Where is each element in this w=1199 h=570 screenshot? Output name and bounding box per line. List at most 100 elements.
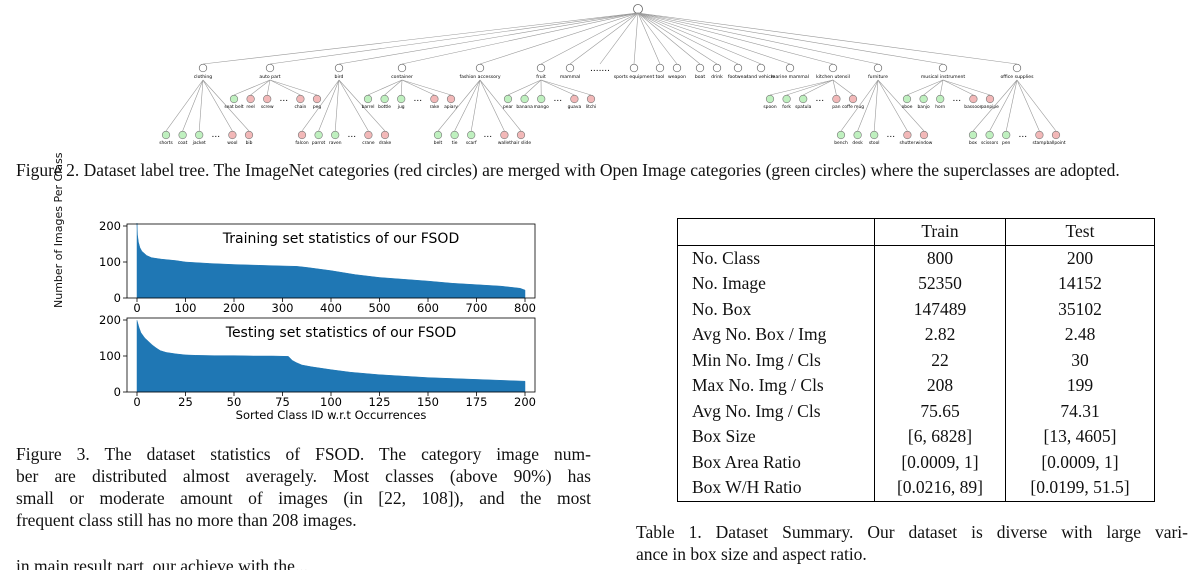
tree-leaf-label: falcon	[295, 140, 309, 146]
tree-parent-label: bird	[335, 74, 344, 80]
tree-leaf-label: chain	[294, 104, 306, 110]
tree-edge	[385, 80, 402, 95]
tree-leaf-label: spoon	[763, 105, 776, 110]
tree-leaf-label: banana	[516, 104, 533, 110]
tree-ellipsis: ...	[554, 94, 563, 104]
tree-parent-label: marine mammal	[771, 74, 809, 80]
tree-edge	[166, 80, 203, 131]
caption-line: Table 1. Dataset Summary. Our dataset is…	[636, 521, 1188, 543]
tree-leaf-label: bench	[834, 140, 848, 146]
tree-leaf-label: jug	[397, 104, 405, 110]
x-tick-label: 600	[417, 301, 439, 315]
x-tick-label: 200	[514, 395, 536, 409]
x-tick-label: 500	[369, 301, 391, 315]
caption-line: ber are distributed almost averagely. Mo…	[16, 465, 591, 487]
tree-leaf-node	[849, 95, 857, 103]
tree-leaf-node	[537, 95, 545, 103]
tree-edge	[638, 13, 1017, 64]
tree-edge	[943, 80, 990, 95]
x-axis-label: Sorted Class ID w.r.t Occurrences	[236, 408, 427, 422]
figure-2-caption: Figure 2. Dataset label tree. The ImageN…	[16, 159, 1188, 181]
x-tick-label: 50	[227, 395, 242, 409]
table-row: Box Area Ratio[0.0009, 1][0.0009, 1]	[678, 450, 1155, 476]
x-tick-label: 100	[175, 301, 197, 315]
tree-leaf-label: drake	[379, 140, 392, 146]
tree-leaf-label: hair slide	[511, 140, 531, 146]
tree-leaf-label: bib	[246, 140, 253, 146]
tree-parent-node	[696, 64, 704, 72]
tree-leaf-node	[230, 95, 238, 103]
tree-leaf-label: oboe	[902, 104, 913, 110]
tree-leaf-label: coffe mug	[842, 104, 864, 110]
tree-leaf-label: guava	[568, 105, 582, 110]
tree-leaf-label: rake	[430, 104, 440, 110]
figure-3-caption: Figure 3. The dataset statistics of FSOD…	[16, 443, 591, 531]
tree-leaf-label: spatula	[795, 104, 811, 110]
tree-parent-label: drink	[711, 74, 723, 80]
row-label: Box Area Ratio	[678, 450, 875, 476]
row-label: No. Image	[678, 271, 875, 297]
test-value: 30	[1006, 348, 1155, 374]
tree-leaf-label: shorts	[159, 140, 173, 146]
table-row: Box Size[6, 6828][13, 4605]	[678, 424, 1155, 450]
tree-parent-node	[874, 64, 882, 72]
tree-edge	[638, 13, 790, 64]
tree-leaf-label: jacket	[192, 140, 206, 146]
x-tick-label: 300	[272, 301, 294, 315]
tree-leaf-label: banjo	[918, 104, 930, 110]
tree-parent-label: clothing	[194, 74, 213, 80]
tree-parent-node	[630, 64, 638, 72]
tree-edge	[234, 80, 270, 95]
tree-ellipsis: ...	[816, 94, 825, 104]
tree-edge	[634, 13, 638, 64]
x-tick-label: 100	[320, 395, 342, 409]
tree-leaf-node	[903, 95, 911, 103]
tree-parent-node	[199, 64, 207, 72]
tree-ellipsis: ...	[484, 130, 493, 140]
tree-leaf-label: belt	[434, 140, 443, 146]
tree-parent-node	[335, 64, 343, 72]
tree-leaf-node	[501, 131, 509, 139]
train-value: [0.0216, 89]	[875, 475, 1006, 501]
tree-leaf-label: ballpoint	[1046, 140, 1065, 146]
caption-line: Figure 3. The dataset statistics of FSOD…	[16, 443, 591, 465]
tree-edge	[1017, 80, 1056, 131]
tree-edge	[270, 13, 638, 64]
tree-parent-label: weapon	[668, 75, 686, 80]
tree-edge	[638, 13, 700, 64]
tree-parent-node	[1013, 64, 1021, 72]
tree-leaf-node	[247, 95, 255, 103]
tree-leaf-node	[521, 95, 529, 103]
table-header-test: Test	[1006, 219, 1155, 246]
tree-parent-label: fruit	[536, 74, 546, 80]
tree-edge	[924, 80, 943, 95]
tree-edge	[541, 13, 638, 64]
tree-parent-node	[829, 64, 837, 72]
tree-leaf-label: parrot	[312, 140, 326, 146]
tree-leaf-label: panpipe	[981, 104, 999, 110]
tree-parent-node	[786, 64, 794, 72]
row-label: No. Class	[678, 245, 875, 271]
tree-edge	[770, 80, 833, 95]
train-value: 22	[875, 348, 1006, 374]
tree-root-node	[634, 5, 643, 14]
tree-edge	[638, 13, 677, 64]
x-tick-label: 125	[369, 395, 391, 409]
tree-leaf-node	[179, 131, 187, 139]
tree-parent-label: fashion accessory	[459, 74, 500, 80]
train-value: 52350	[875, 271, 1006, 297]
tree-leaf-node	[331, 131, 339, 139]
tree-edge	[471, 80, 480, 131]
tree-leaf-node	[431, 95, 439, 103]
tree-parent-label: footwear	[728, 74, 748, 80]
tree-leaf-label: horn	[935, 104, 945, 110]
tree-edge	[203, 13, 638, 64]
tree-edge	[943, 80, 973, 95]
row-label: Min No. Img / Cls	[678, 348, 875, 374]
